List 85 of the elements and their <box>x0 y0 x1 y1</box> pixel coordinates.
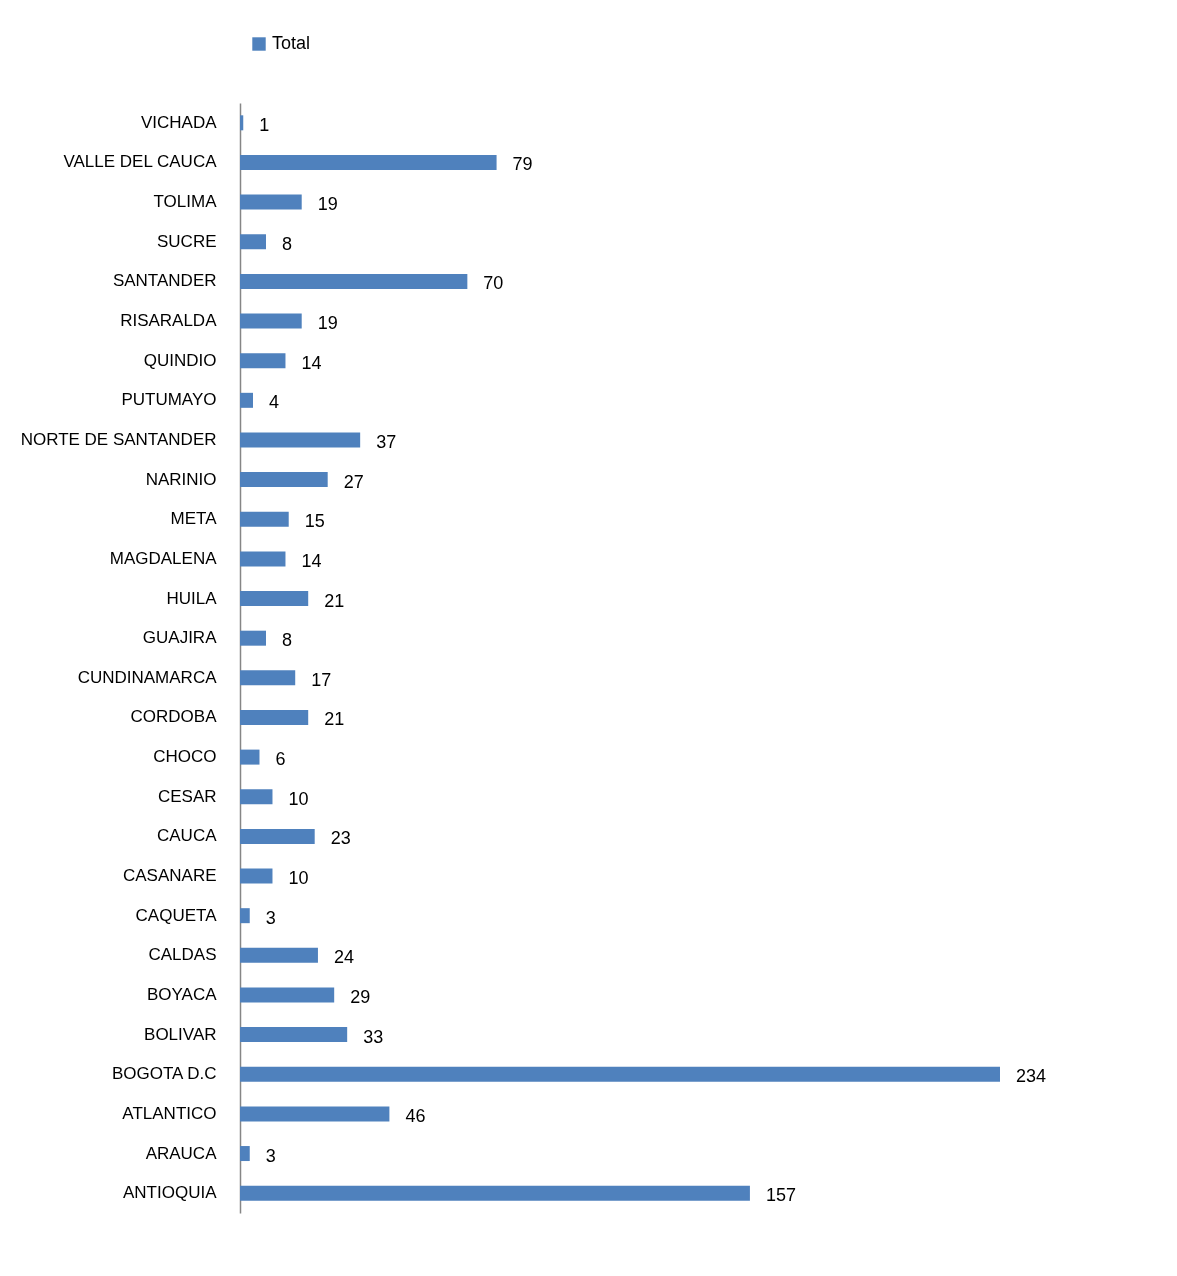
bar <box>240 234 266 250</box>
data-label: 70 <box>483 273 504 294</box>
y-tick-label: ATLANTICO <box>122 1103 217 1123</box>
data-label: 29 <box>350 986 371 1007</box>
y-tick-label: QUINDIO <box>143 350 217 370</box>
y-tick-label: CAQUETA <box>135 905 218 925</box>
y-tick-label: META <box>170 509 218 529</box>
data-label: 1 <box>259 114 270 135</box>
bar <box>240 749 260 765</box>
y-tick-label: CUNDINAMARCA <box>77 667 218 687</box>
data-label: 10 <box>288 788 309 809</box>
y-tick-label: NARINIO <box>145 469 217 489</box>
data-label: 6 <box>275 749 286 770</box>
bar <box>240 947 318 963</box>
y-tick-label: SUCRE <box>156 231 217 251</box>
y-tick-label: NORTE DE SANTANDER <box>20 429 217 449</box>
y-tick-label: MAGDALENA <box>109 548 218 568</box>
data-label: 33 <box>363 1026 384 1047</box>
y-tick-label: ANTIOQUIA <box>122 1183 218 1203</box>
bar <box>240 115 244 131</box>
bar <box>240 630 266 646</box>
bar <box>240 1106 390 1122</box>
bar <box>240 472 328 488</box>
y-tick-label: BOGOTA D.C <box>111 1064 217 1084</box>
data-label: 234 <box>1016 1066 1047 1087</box>
y-tick-label: GUAJIRA <box>142 628 218 648</box>
y-tick-label: RISARALDA <box>120 311 218 331</box>
y-tick-label: CORDOBA <box>130 707 218 727</box>
data-label: 10 <box>288 868 309 889</box>
data-label: 17 <box>311 669 332 690</box>
data-label: 19 <box>317 194 338 215</box>
bar <box>240 511 289 527</box>
data-label: 8 <box>281 233 292 254</box>
y-tick-label: CESAR <box>157 786 217 806</box>
y-tick-label: PUTUMAYO <box>121 390 217 410</box>
data-label: 79 <box>512 154 533 175</box>
y-tick-label: TOLIMA <box>153 192 218 212</box>
data-label: 3 <box>265 907 276 928</box>
y-tick-label: VICHADA <box>140 112 218 132</box>
y-tick-label: CAUCA <box>156 826 218 846</box>
y-tick-label: VALLE DEL CAUCA <box>63 152 218 172</box>
bar <box>240 392 253 408</box>
data-label: 8 <box>281 630 292 651</box>
y-tick-label: HUILA <box>166 588 218 608</box>
bar <box>240 273 468 289</box>
data-label: 21 <box>324 590 345 611</box>
bar <box>240 1066 1000 1082</box>
bar <box>240 1146 250 1162</box>
bar <box>240 591 309 607</box>
bar <box>240 432 361 448</box>
bar <box>240 353 286 369</box>
data-label: 14 <box>301 352 322 373</box>
bar <box>240 1027 348 1043</box>
y-tick-label: CASANARE <box>122 866 217 886</box>
y-tick-label: BOLIVAR <box>144 1024 217 1044</box>
bar <box>240 789 273 805</box>
data-label: 19 <box>317 313 338 334</box>
bar <box>240 670 296 686</box>
bar <box>240 987 335 1003</box>
data-label: 23 <box>330 828 351 849</box>
bar <box>240 868 273 884</box>
data-label: 157 <box>765 1185 796 1206</box>
y-tick-label: SANTANDER <box>112 271 217 291</box>
data-label: 3 <box>265 1145 276 1166</box>
data-label: 37 <box>376 431 397 452</box>
y-tick-label: BOYACA <box>146 984 218 1004</box>
data-label: 15 <box>304 511 325 532</box>
data-label: 14 <box>301 550 322 571</box>
bar <box>240 709 309 725</box>
data-label: 46 <box>405 1105 426 1126</box>
data-label: 4 <box>268 392 280 413</box>
bar <box>240 908 250 924</box>
bar <box>240 828 315 844</box>
bar <box>240 1185 750 1201</box>
bar <box>240 551 286 567</box>
bar <box>240 194 302 210</box>
y-tick-label: CHOCO <box>153 747 217 767</box>
y-tick-label: ARAUCA <box>145 1143 218 1163</box>
bar <box>240 313 302 329</box>
bar <box>240 154 497 170</box>
y-tick-label: CALDAS <box>148 945 217 965</box>
data-label: 27 <box>343 471 364 492</box>
data-label: 24 <box>333 947 354 968</box>
data-label: 21 <box>324 709 345 730</box>
legend-label: Total <box>272 33 311 53</box>
